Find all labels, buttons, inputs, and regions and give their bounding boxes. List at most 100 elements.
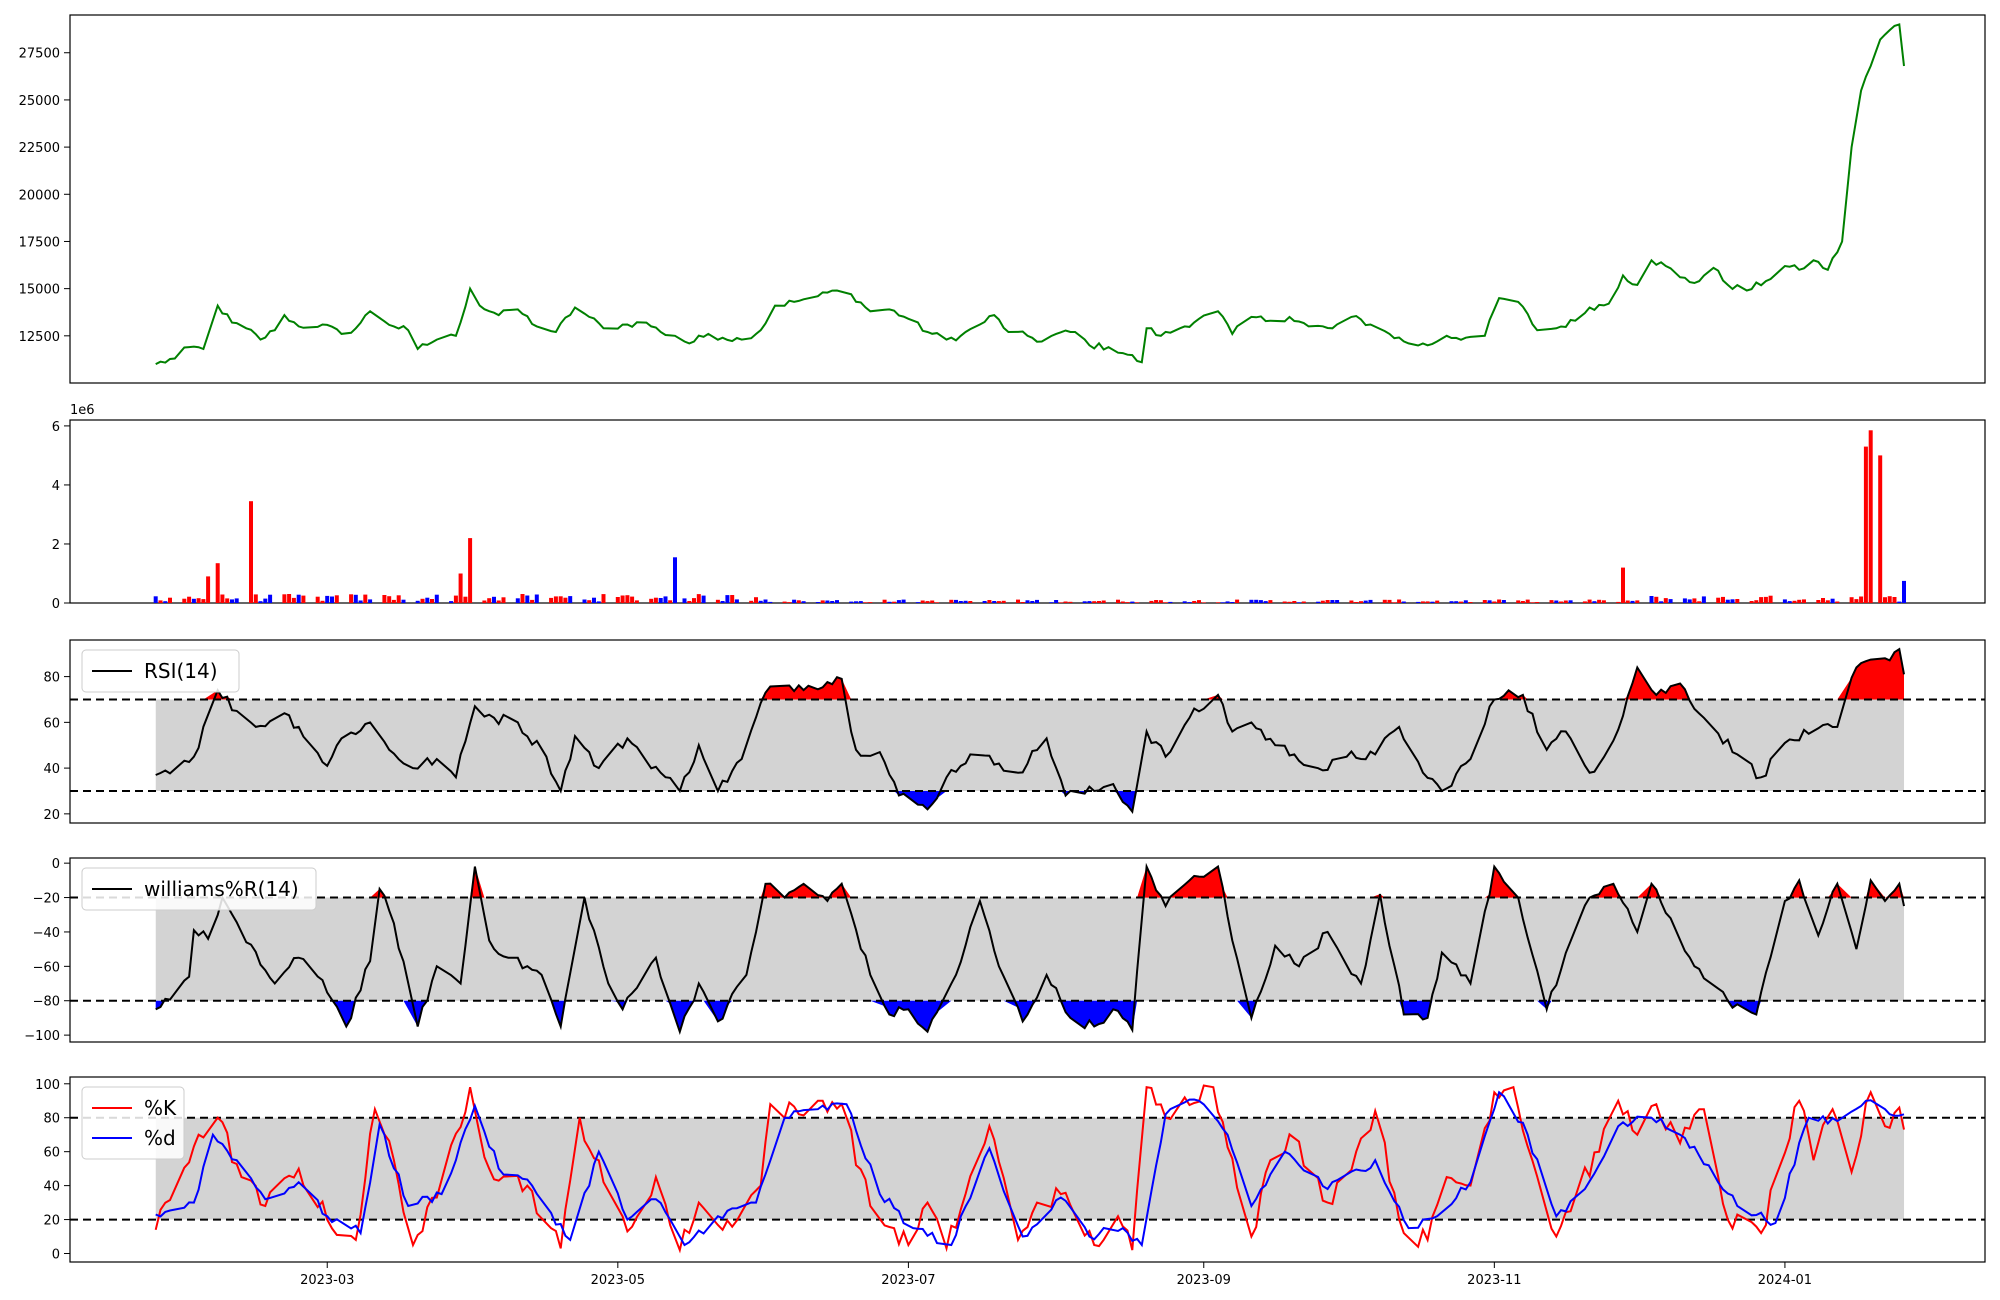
volume-bar xyxy=(587,600,592,603)
volume-bar xyxy=(330,596,334,603)
volume-bar xyxy=(1435,600,1440,603)
volume-bar xyxy=(153,596,158,603)
stoch-ytick-label: 100 xyxy=(35,1078,60,1093)
volume-bar xyxy=(854,601,858,603)
volume-bar xyxy=(492,596,496,603)
stoch-ytick-label: 60 xyxy=(43,1146,60,1161)
volume-bar xyxy=(325,595,330,603)
volume-bar xyxy=(1749,601,1754,603)
volume-bar xyxy=(1716,597,1721,603)
volume-bar xyxy=(868,602,873,603)
stoch-ytick-label: 40 xyxy=(43,1180,60,1195)
williams-ytick-label: −80 xyxy=(33,995,60,1010)
volume-bar xyxy=(796,600,801,603)
volume-bar xyxy=(1459,601,1463,603)
volume-bar xyxy=(615,597,620,603)
x-tick-label: 2024-01 xyxy=(1758,1273,1812,1288)
volume-bar xyxy=(458,573,463,603)
volume-bar xyxy=(525,595,530,603)
williams-band xyxy=(155,897,1905,1001)
volume-bar xyxy=(830,601,835,603)
volume-bar xyxy=(592,597,596,603)
volume-bar xyxy=(163,601,168,603)
volume-bar xyxy=(1168,601,1173,603)
volume-bar xyxy=(1401,601,1406,603)
volume-bar xyxy=(1759,597,1764,603)
volume-bar xyxy=(191,598,196,603)
volume-bar xyxy=(1668,599,1673,603)
williams-ytick-label: −100 xyxy=(24,1029,60,1044)
volume-bar xyxy=(863,602,868,603)
volume-bar xyxy=(1654,596,1659,603)
volume-bar xyxy=(320,600,325,603)
stoch-ytick-label: 0 xyxy=(52,1248,60,1263)
volume-bar xyxy=(301,595,306,603)
williams-ytick-label: −20 xyxy=(33,892,60,907)
volume-bar xyxy=(1878,455,1883,603)
volume-bar xyxy=(1292,601,1297,603)
volume-bar xyxy=(1768,595,1773,603)
rsi-ytick-label: 60 xyxy=(43,716,60,731)
volume-bar xyxy=(687,601,692,603)
volume-ytick-label: 0 xyxy=(52,597,60,612)
volume-bar xyxy=(253,594,258,603)
volume-bar xyxy=(701,595,706,603)
volume-bar xyxy=(1187,602,1192,603)
volume-bar xyxy=(1058,602,1063,603)
rsi-ytick-label: 80 xyxy=(43,671,60,686)
volume-bar xyxy=(182,598,187,603)
volume-bar xyxy=(935,602,939,603)
volume-bar xyxy=(468,538,473,603)
volume-bar xyxy=(663,596,668,603)
price-ytick-label: 20000 xyxy=(19,188,60,203)
volume-bar xyxy=(1182,601,1187,603)
volume-bar xyxy=(1087,601,1092,603)
volume-bar xyxy=(282,594,287,603)
price-ytick-label: 15000 xyxy=(19,283,60,298)
price-ytick-label: 25000 xyxy=(19,94,60,109)
volume-bar xyxy=(158,600,163,603)
volume-bar xyxy=(1859,596,1864,603)
volume-axes xyxy=(69,419,1986,604)
volume-bar xyxy=(1020,602,1025,603)
volume-bar xyxy=(482,600,487,603)
stoch-ytick-label: 80 xyxy=(43,1112,60,1127)
volume-bar xyxy=(353,594,358,603)
volume-bar xyxy=(1568,600,1573,603)
volume-bar xyxy=(1235,599,1240,603)
volume-bar xyxy=(1154,600,1159,603)
volume-bar xyxy=(601,594,606,603)
volume-bar xyxy=(620,595,625,603)
volume-bar xyxy=(982,601,987,603)
stoch-ytick-label: 20 xyxy=(43,1214,60,1229)
stoch-legend-label: %d xyxy=(144,1126,176,1150)
volume-bar xyxy=(349,594,354,603)
volume-bar xyxy=(858,601,863,603)
volume-bar xyxy=(1616,601,1621,603)
volume-bar xyxy=(968,601,973,603)
volume-bar xyxy=(1687,599,1692,603)
rsi-axes xyxy=(69,639,1986,824)
volume-bar xyxy=(1601,600,1606,603)
volume-bar xyxy=(1549,600,1554,603)
volume-bar xyxy=(420,598,425,603)
x-tick-label: 2023-03 xyxy=(300,1273,354,1288)
volume-bar xyxy=(1258,600,1263,603)
volume-bar xyxy=(1120,601,1125,603)
volume-bar xyxy=(1397,599,1402,603)
volume-bar xyxy=(915,602,920,603)
volume-bar xyxy=(1325,600,1330,603)
volume-bar xyxy=(553,596,558,603)
volume-bar xyxy=(1030,601,1035,603)
volume-bar xyxy=(1721,596,1725,603)
volume-bar xyxy=(1782,599,1787,603)
volume-bar xyxy=(206,576,211,603)
volume-bar xyxy=(1268,600,1273,603)
volume-bar xyxy=(1101,600,1106,603)
volume-bar xyxy=(1220,602,1225,603)
volume-ytick-label: 2 xyxy=(52,538,60,553)
volume-bar xyxy=(749,600,754,603)
volume-bar xyxy=(1149,600,1154,603)
volume-bar xyxy=(453,595,458,603)
volume-bar xyxy=(754,597,758,603)
